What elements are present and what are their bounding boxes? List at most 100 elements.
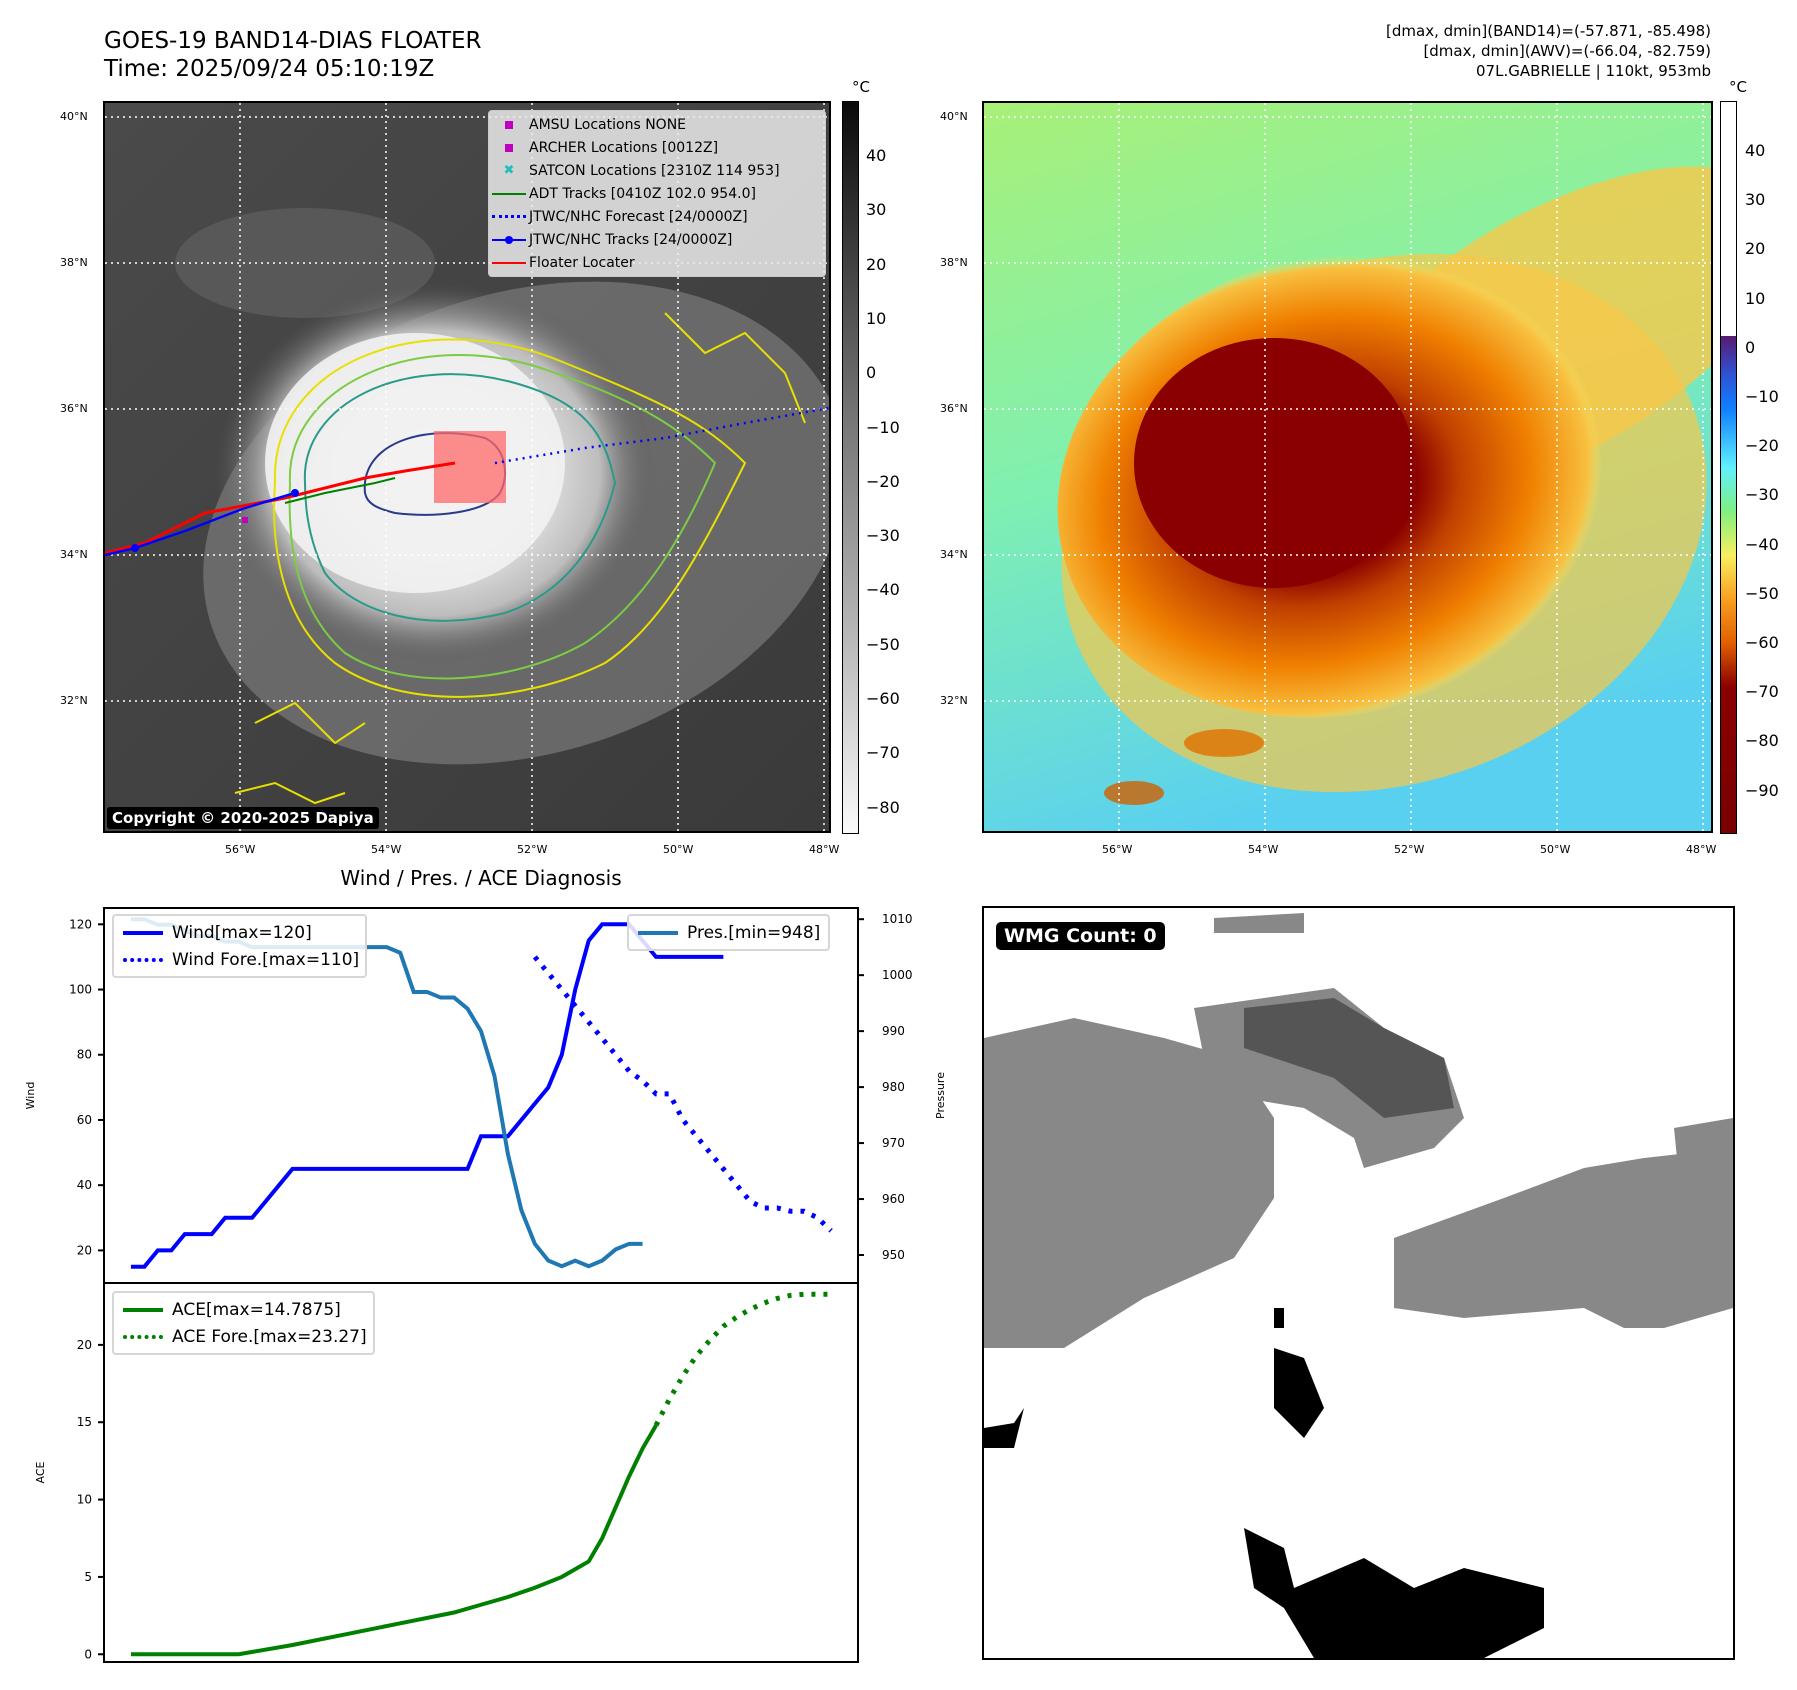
- gray-colorbar: [842, 101, 859, 834]
- legend-item: ARCHER Locations [0012Z]: [489, 136, 825, 159]
- y-tick-label: 100: [69, 983, 92, 997]
- y-tick-label: 5: [84, 1570, 92, 1584]
- lat-tick: 32°N: [60, 694, 88, 707]
- colorbar-tick: 10: [1745, 288, 1766, 308]
- colorbar-tick: −80: [1745, 731, 1779, 751]
- ace-series-line-0: [130, 1424, 658, 1657]
- lat-tick: 34°N: [60, 548, 88, 561]
- jtwc-nhc-forecast: [494, 406, 829, 465]
- floater-locater-track: [105, 461, 456, 555]
- colorbar-unit: °C: [852, 78, 870, 96]
- wmg-grid: [984, 913, 1733, 1658]
- lon-tick: 54°W: [1248, 843, 1279, 856]
- colorbar-tick: −20: [1745, 436, 1779, 456]
- wmg-panel: WMG Count: 0: [982, 906, 1735, 1660]
- colorbar-tick: −20: [866, 471, 900, 491]
- colorbar-tick: −50: [866, 634, 900, 654]
- ace-chart: 20 15 10 5 0 ACE: [34, 1282, 859, 1663]
- y2-axis-label: Pressure: [934, 1072, 947, 1119]
- solid-line-icon: [492, 261, 526, 264]
- colorbar-tick: 40: [866, 146, 887, 165]
- x-marker-icon: ✖: [503, 163, 515, 178]
- lat-tick: 32°N: [940, 694, 968, 707]
- legend-item: Pres.[min=948]: [629, 919, 820, 946]
- colorbar-tick: 0: [866, 363, 877, 383]
- contour-31: [273, 338, 747, 698]
- legend-item: ACE Fore.[max=23.27]: [114, 1323, 367, 1350]
- legend-item: JTWC/NHC Forecast [24/0000Z]: [489, 205, 825, 228]
- legend-item: JTWC/NHC Tracks [24/0000Z]: [489, 228, 825, 251]
- colorbar-tick: 20: [1745, 239, 1766, 259]
- series-line-1: [532, 955, 833, 1233]
- info-line1: [dmax, dmin](BAND14)=(-57.871, -85.498): [1386, 22, 1711, 40]
- square-marker-icon: [505, 120, 513, 129]
- diagnosis-title: Wind / Pres. / ACE Diagnosis: [340, 866, 622, 890]
- colorbar-tick: 0: [1745, 337, 1756, 357]
- y-tick-label: 80: [77, 1048, 92, 1062]
- pressure-legend: Pres.[min=948]: [627, 914, 831, 951]
- info-line3: 07L.GABRIELLE | 110kt, 953mb: [1476, 62, 1711, 80]
- lat-tick: 36°N: [940, 402, 968, 415]
- colorbar-tick: −10: [866, 417, 900, 437]
- y2-tick-label: 1010: [882, 912, 913, 926]
- colorbar-tick: 30: [1745, 190, 1766, 210]
- floater-box: [434, 431, 506, 503]
- solid-line-icon: [638, 930, 678, 935]
- lon-tick: 52°W: [517, 843, 548, 856]
- colorbar-tick: −40: [866, 580, 900, 600]
- legend-item: ✖ SATCON Locations [2310Z 114 953]: [503, 162, 780, 179]
- lat-tick: 40°N: [940, 110, 968, 123]
- ace-axes-frame: [103, 1282, 859, 1663]
- lat-tick: 34°N: [940, 548, 968, 561]
- y-tick-label: 0: [84, 1647, 92, 1661]
- cold-core: [1134, 338, 1414, 588]
- legend-item: Wind[max=120]: [114, 919, 359, 946]
- y-axis-label: ACE: [34, 1461, 47, 1483]
- lon-tick: 56°W: [225, 843, 256, 856]
- y-tick-label: 10: [77, 1493, 92, 1507]
- legend-item: Floater Locater: [489, 251, 825, 274]
- legend-item: AMSU Locations NONE: [489, 113, 825, 136]
- colorbar-tick: 20: [866, 254, 887, 274]
- lon-tick: 56°W: [1102, 843, 1133, 856]
- adt-track: [284, 477, 396, 504]
- y2-tick-label: 990: [882, 1024, 905, 1038]
- contour-54: [288, 354, 717, 680]
- colorbar-tick: −10: [1745, 387, 1779, 406]
- info-line2: [dmax, dmin](AWV)=(-66.04, -82.759): [1423, 42, 1711, 60]
- colorbar-tick: −70: [1745, 682, 1779, 702]
- archer-marker: [242, 517, 248, 523]
- legend-item: ACE[max=14.7875]: [114, 1296, 367, 1323]
- solid-line-icon: [123, 930, 163, 935]
- solid-line-icon: [123, 1307, 163, 1312]
- lon-tick: 50°W: [1540, 843, 1571, 856]
- colorbar-tick: −60: [866, 689, 900, 708]
- ace-legend: ACE[max=14.7875] ACE Fore.[max=23.27]: [112, 1291, 375, 1355]
- y-tick-label: 20: [77, 1243, 92, 1257]
- y2-tick-label: 980: [882, 1080, 905, 1094]
- y-axis-label: Wind: [24, 1082, 37, 1110]
- y2-tick-label: 970: [882, 1136, 905, 1150]
- lon-tick: 50°W: [663, 843, 694, 856]
- graticule: [984, 103, 1711, 831]
- lat-tick: 36°N: [60, 402, 88, 415]
- colorbar-tick: 10: [866, 308, 887, 328]
- solid-line-icon: [492, 192, 526, 195]
- awv-satellite-map: [982, 101, 1713, 833]
- ir-satellite-map: AMSU Locations NONE ARCHER Locations [00…: [103, 101, 831, 833]
- rainbow-colorbar: [1720, 101, 1737, 834]
- jtwc-nhc-track: [105, 491, 296, 557]
- lat-tick: 38°N: [940, 256, 968, 269]
- wmg-count-badge: WMG Count: 0: [996, 922, 1165, 950]
- left-title-line1: GOES-19 BAND14-DIAS FLOATER: [104, 28, 482, 54]
- lon-tick: 54°W: [371, 843, 402, 856]
- lat-tick: 38°N: [60, 256, 88, 269]
- dotted-line-icon: [123, 957, 163, 962]
- colorbar-tick: −40: [1745, 534, 1779, 554]
- colorbar-tick: −50: [1745, 583, 1779, 603]
- colorbar-tick: 40: [1745, 141, 1766, 160]
- square-marker-icon: [505, 143, 513, 152]
- y2-tick-label: 1000: [882, 968, 913, 982]
- cdo: [265, 333, 565, 593]
- colorbar-tick: 30: [866, 200, 887, 220]
